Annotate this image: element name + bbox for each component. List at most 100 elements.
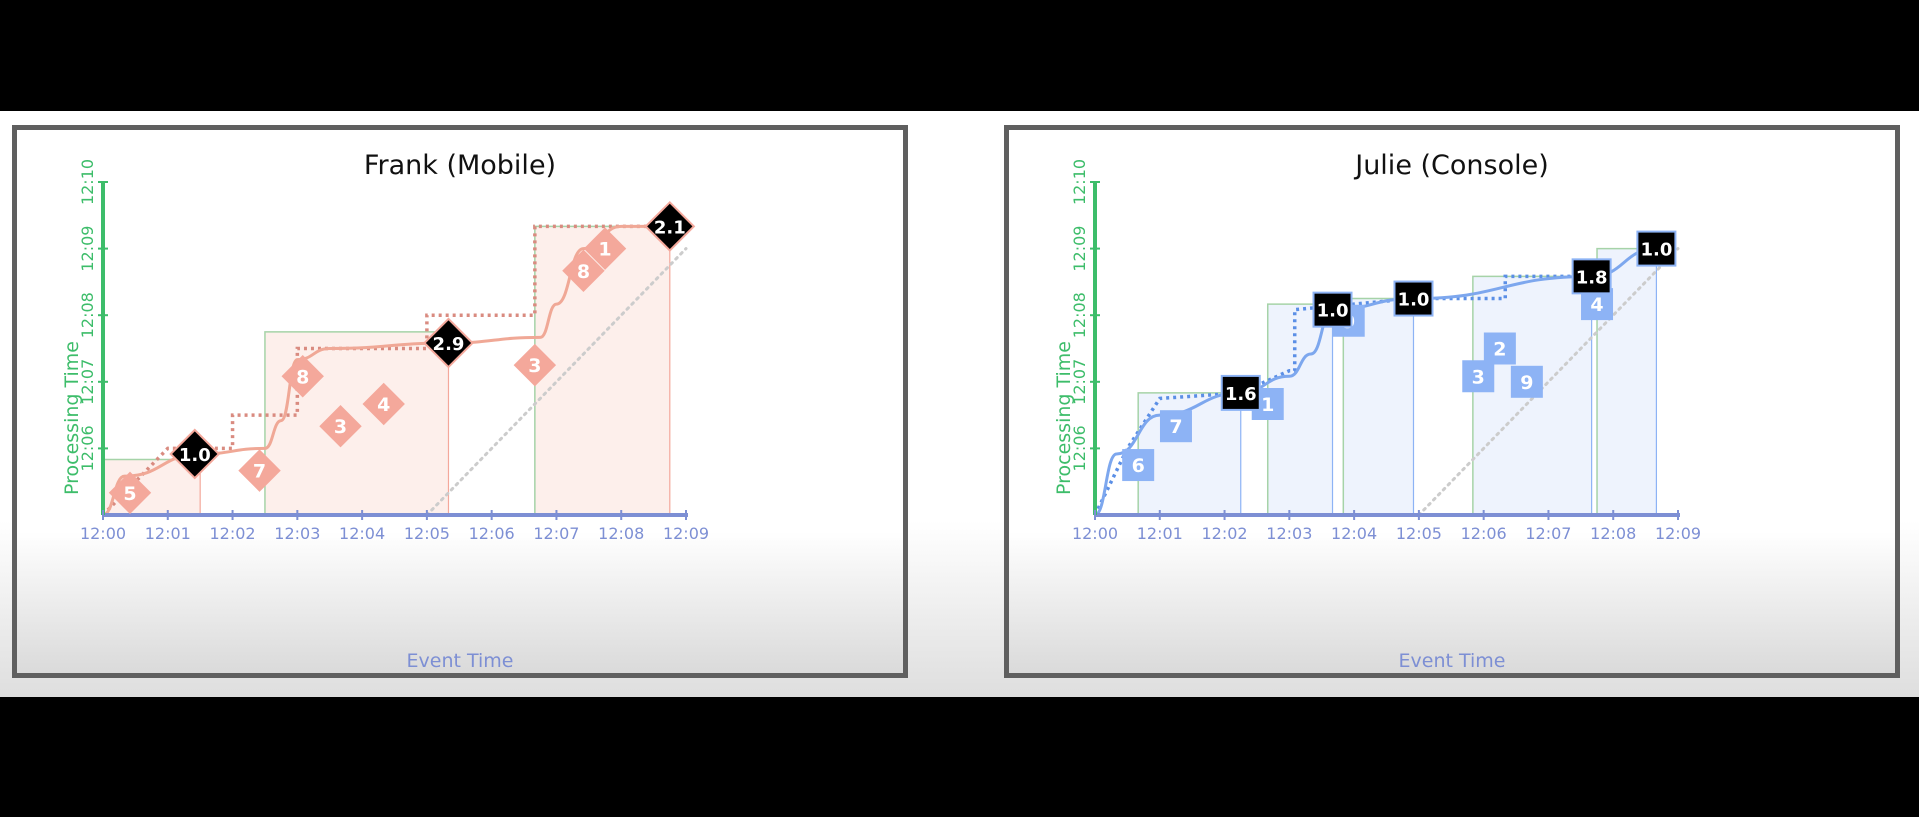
event-label: 7 <box>253 461 266 483</box>
event-label: 3 <box>1472 366 1485 388</box>
x-tick-label: 12:01 <box>1137 524 1183 543</box>
pane-result-shape <box>169 428 221 480</box>
pane-result-label: 1.8 <box>1576 267 1608 288</box>
y-tick-label: 12:09 <box>78 226 97 272</box>
x-tick-label: 12:05 <box>1396 524 1442 543</box>
window-top-line <box>1266 303 1333 515</box>
y-axis-title: Processing Time <box>61 341 83 495</box>
heuristic-watermark-dotted <box>1093 274 1592 516</box>
y-tick-label: 12:08 <box>78 292 97 338</box>
pane-result-label: 2.9 <box>433 334 465 355</box>
x-tick-label: 12:07 <box>533 524 579 543</box>
x-tick-label: 12:09 <box>1655 524 1701 543</box>
event-label: 8 <box>296 366 309 388</box>
event-marker-shape <box>238 449 281 492</box>
pane-result-marker: 1.0 <box>1636 230 1677 267</box>
event-label: 2 <box>1493 339 1506 361</box>
chart-title: Julie (Console) <box>1355 150 1549 181</box>
y-tick-label: 12:10 <box>1070 159 1089 205</box>
event-marker-shape <box>281 355 324 398</box>
event-label: 1 <box>1261 394 1274 416</box>
event-label: 7 <box>1169 416 1182 438</box>
pane-result-marker: 1.0 <box>1393 280 1434 317</box>
x-tick-label: 12:06 <box>469 524 515 543</box>
x-tick-label: 12:09 <box>663 524 709 543</box>
pane-result-marker: 2.9 <box>423 317 474 369</box>
x-tick-label: 12:02 <box>1202 524 1248 543</box>
event-marker: 4 <box>362 382 405 426</box>
event-label: 4 <box>1590 294 1603 316</box>
event-marker-shape <box>1462 360 1495 393</box>
event-label: 9 <box>1520 372 1533 394</box>
pane-result-marker: 1.8 <box>1571 258 1612 295</box>
event-marker-shape <box>1483 332 1516 365</box>
x-tick-label: 12:02 <box>210 524 256 543</box>
window-top-line <box>264 331 449 515</box>
event-marker-shape <box>1510 365 1543 398</box>
event-label: 6 <box>1132 455 1145 477</box>
y-axis-title: Processing Time <box>1053 341 1075 495</box>
pane-result-marker: 1.0 <box>169 428 221 480</box>
y-tick-label: 12:06 <box>78 425 97 471</box>
event-label: 4 <box>377 394 390 416</box>
window-top-line <box>1472 275 1592 515</box>
pane-result-label: 1.0 <box>1640 240 1672 261</box>
chart-panel-julie: 12:00 12:01 12:02 12:03 12:04 12:05 12:06 12:07… <box>1004 125 1900 678</box>
pane-result-shape <box>644 200 696 252</box>
x-tick-label: 12:03 <box>1266 524 1312 543</box>
x-tick-label: 12:08 <box>598 524 644 543</box>
x-tick-label: 12:05 <box>404 524 450 543</box>
y-tick-label: 12:07 <box>1070 359 1089 405</box>
y-tick-label: 12:10 <box>78 159 97 205</box>
pane-result-label: 1.0 <box>1317 301 1349 322</box>
pane-result-shape <box>1220 374 1261 411</box>
x-tick-label: 12:00 <box>80 524 126 543</box>
x-axis-title: Event Time <box>406 650 514 672</box>
pane-result-shape <box>1571 258 1612 295</box>
window-fill <box>534 226 670 515</box>
event-marker-shape <box>1159 410 1192 443</box>
event-label: 3 <box>528 355 541 377</box>
ideal-diagonal-line <box>1417 247 1680 517</box>
x-tick-label: 12:03 <box>274 524 320 543</box>
heuristic-watermark-dotted <box>101 224 670 517</box>
pane-result-marker: 1.6 <box>1220 374 1261 411</box>
event-marker: 7 <box>238 449 281 492</box>
x-tick-label: 12:04 <box>1331 524 1377 543</box>
ideal-diagonal-line <box>425 247 688 517</box>
x-tick-label: 12:07 <box>1525 524 1571 543</box>
pane-result-label: 2.1 <box>654 217 686 238</box>
pane-result-label: 1.6 <box>1225 384 1257 405</box>
event-marker-shape <box>108 471 152 515</box>
pane-result-marker: 2.1 <box>644 200 696 252</box>
x-tick-label: 12:06 <box>1461 524 1507 543</box>
watermark-curve <box>1094 247 1657 517</box>
event-marker: 5 <box>108 471 152 515</box>
event-marker-shape <box>362 382 405 426</box>
event-marker: 6 <box>1122 449 1155 482</box>
event-marker: 9 <box>1510 365 1543 398</box>
chart-title: Frank (Mobile) <box>363 150 557 181</box>
event-label: 3 <box>334 416 347 438</box>
event-marker: 8 <box>281 355 324 398</box>
pane-result-shape <box>1312 291 1353 328</box>
y-tick-label: 12:09 <box>1070 226 1089 272</box>
x-tick-label: 12:08 <box>1590 524 1636 543</box>
pane-result-marker: 1.0 <box>1312 291 1353 328</box>
event-label: 1 <box>598 239 611 261</box>
event-label: 8 <box>577 261 590 283</box>
x-tick-label: 12:00 <box>1072 524 1118 543</box>
y-tick-label: 12:06 <box>1070 425 1089 471</box>
y-tick-label: 12:07 <box>78 359 97 405</box>
event-label: 5 <box>123 483 136 505</box>
event-marker: 7 <box>1159 410 1192 443</box>
pane-result-label: 1.0 <box>1398 290 1430 311</box>
x-tick-label: 12:04 <box>339 524 385 543</box>
x-axis-title: Event Time <box>1398 650 1506 672</box>
x-tick-label: 12:01 <box>145 524 191 543</box>
pane-result-shape <box>1393 280 1434 317</box>
event-marker-shape <box>1122 449 1155 482</box>
chart-svg-frank: 12:00 12:01 12:02 12:03 12:04 12:05 12:06 12:07… <box>78 159 709 543</box>
pane-result-label: 1.0 <box>179 445 211 466</box>
y-tick-label: 12:08 <box>1070 292 1089 338</box>
